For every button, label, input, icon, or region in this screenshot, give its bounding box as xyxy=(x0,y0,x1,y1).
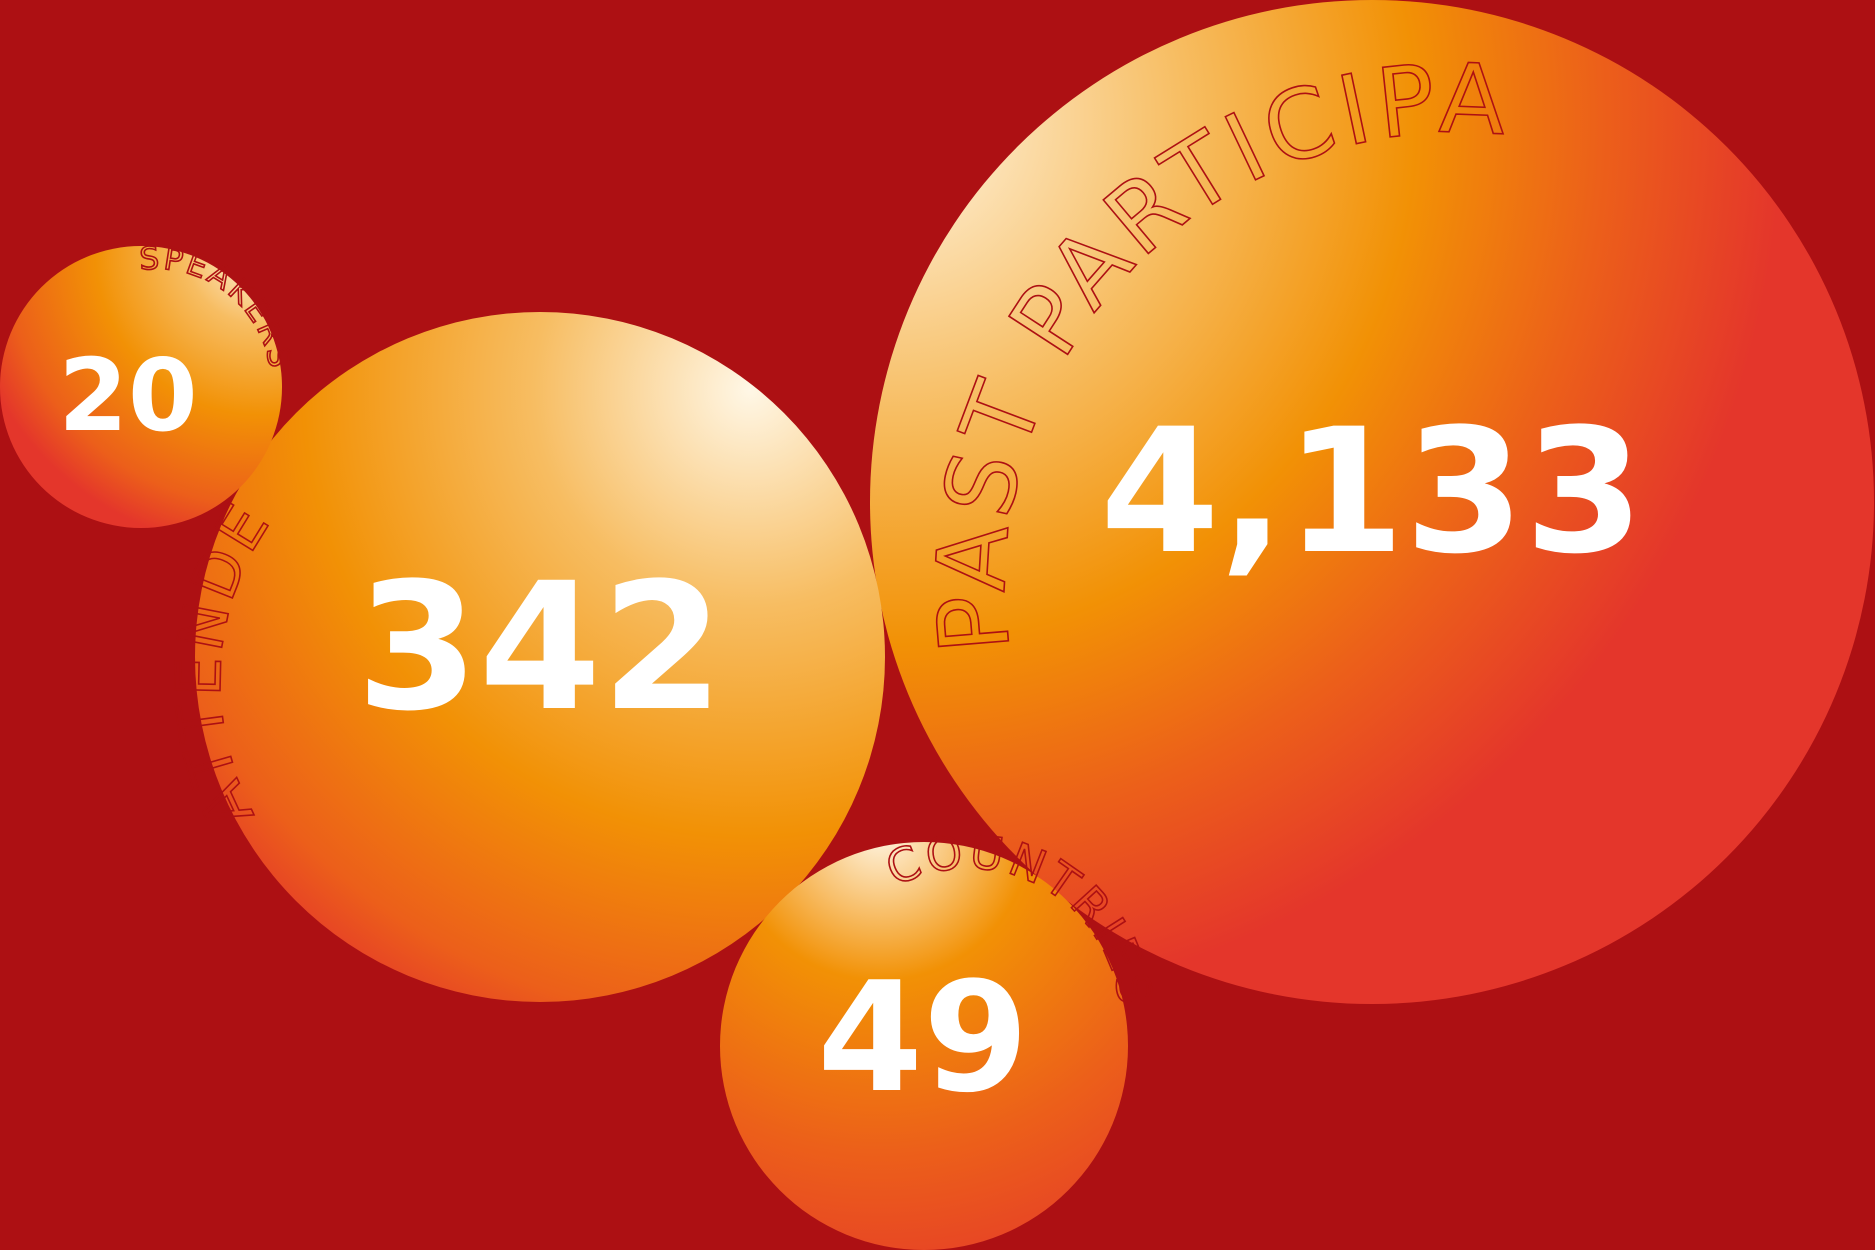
countries-bubble xyxy=(720,842,1128,1250)
participants-value: 4,133 xyxy=(1100,391,1644,592)
countries-value: 49 xyxy=(817,949,1029,1126)
participants-bubble xyxy=(870,0,1874,1004)
attendees-value: 342 xyxy=(356,545,723,750)
speakers-value: 20 xyxy=(58,337,197,454)
speakers-bubble xyxy=(0,246,282,528)
attendees-bubble xyxy=(195,312,885,1002)
